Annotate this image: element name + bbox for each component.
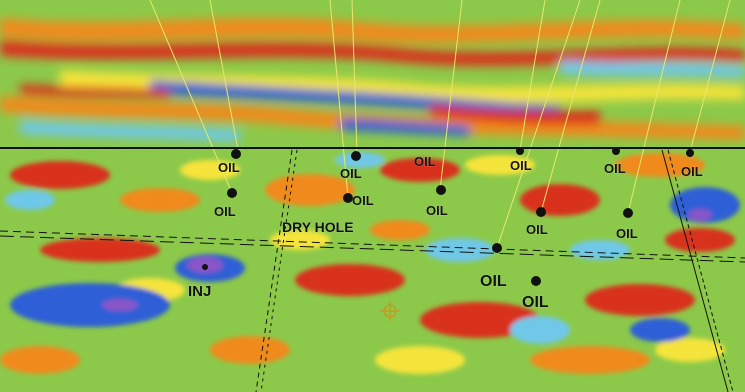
oil-label: OIL [616, 226, 638, 241]
well-line [351, 0, 358, 156]
lower-blobs [0, 152, 740, 374]
inj-label: INJ [188, 283, 211, 300]
oil-label: OIL [414, 154, 436, 169]
oil-label: OIL [681, 164, 703, 179]
oil-label: OIL [604, 161, 626, 176]
fault-trace [260, 149, 298, 392]
oil-label: OIL [352, 193, 374, 208]
well-dot [231, 149, 241, 159]
well-dot [227, 188, 237, 198]
oil-label: OIL [214, 204, 236, 219]
well-line [439, 0, 463, 191]
well-dot [623, 208, 633, 218]
well-line [496, 0, 581, 249]
oil-label: OIL [510, 158, 532, 173]
well-line [540, 0, 601, 213]
well-dot [686, 149, 694, 157]
well-labels: OIL OIL OIL OIL OIL OIL OIL OIL OIL OIL … [188, 154, 703, 312]
oil-label: OIL [480, 273, 507, 290]
fault-trace [661, 149, 729, 392]
well-dot [536, 207, 546, 217]
oil-label: OIL [218, 160, 240, 175]
oil-label: OIL [526, 222, 548, 237]
well-dot [492, 243, 502, 253]
well-line [329, 0, 349, 199]
upper-bands [0, 18, 745, 142]
well-dot [612, 147, 620, 155]
well-line [209, 0, 239, 151]
oil-label: OIL [340, 166, 362, 181]
well-dot [436, 185, 446, 195]
dashed-horizon [0, 230, 745, 259]
well-line [149, 0, 233, 194]
well-line [689, 0, 731, 153]
fault-lines [0, 149, 745, 392]
well-line [519, 0, 546, 151]
well-markers [202, 147, 694, 286]
well-dot [531, 276, 541, 286]
well-line [627, 0, 681, 214]
dashed-horizon [0, 235, 745, 263]
well-dot [343, 193, 353, 203]
well-dot [351, 151, 361, 161]
oil-label: OIL [522, 294, 549, 311]
well-trajectories [149, 0, 731, 249]
crosshair-marker [380, 301, 400, 321]
well-dot [202, 264, 208, 270]
well-dot [516, 147, 524, 155]
oil-label: OIL [426, 203, 448, 218]
fault-trace [255, 149, 293, 392]
dry-hole-label: DRY HOLE [282, 219, 354, 235]
